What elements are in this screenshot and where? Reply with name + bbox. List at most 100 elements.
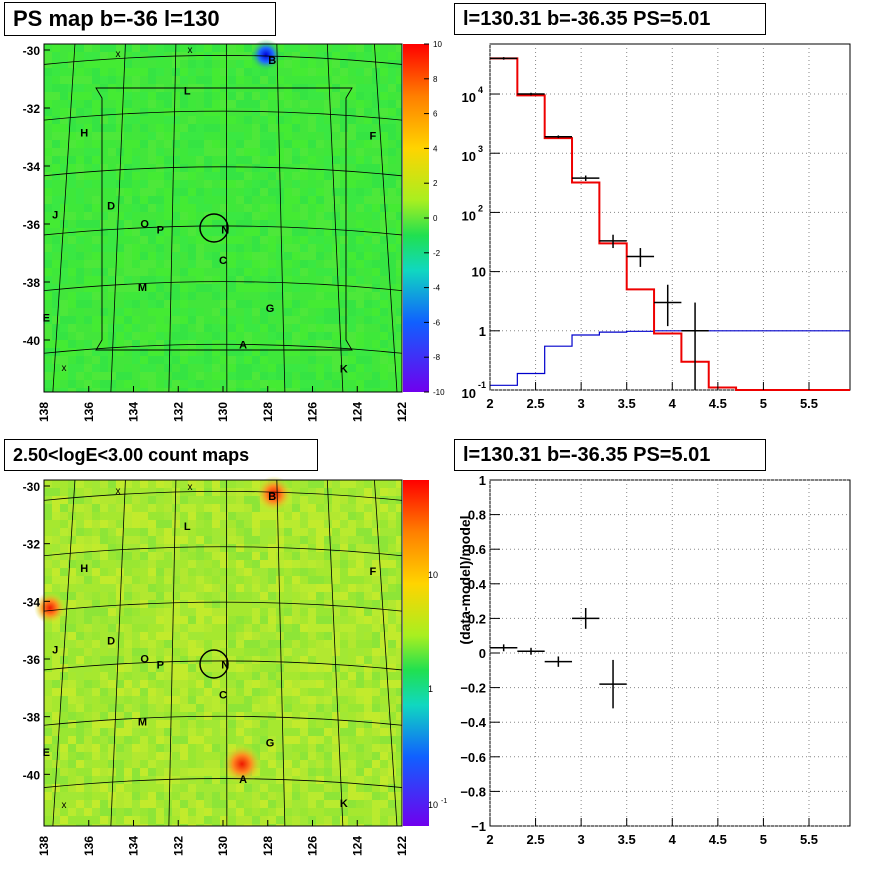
map-pixel — [300, 92, 308, 100]
x-tick-label: 134 — [127, 836, 141, 856]
map-pixel — [244, 164, 252, 172]
map-pixel — [388, 760, 396, 768]
map-pixel — [180, 116, 188, 124]
map-pixel — [188, 132, 196, 140]
map-pixel — [348, 640, 356, 648]
map-pixel — [396, 124, 402, 132]
map-pixel — [380, 164, 388, 172]
map-pixel — [164, 284, 172, 292]
map-pixel — [212, 172, 220, 180]
map-pixel — [92, 616, 100, 624]
map-pixel — [260, 720, 268, 728]
map-pixel — [316, 664, 324, 672]
map-pixel — [204, 600, 212, 608]
map-pixel — [132, 156, 140, 164]
map-pixel — [92, 316, 100, 324]
map-pixel — [164, 44, 172, 52]
map-pixel — [84, 124, 92, 132]
map-pixel — [316, 244, 324, 252]
map-pixel — [316, 292, 324, 300]
map-pixel — [380, 744, 388, 752]
map-pixel — [380, 616, 388, 624]
map-pixel — [316, 260, 324, 268]
x-tick-label: 3.5 — [618, 396, 636, 411]
map-pixel — [116, 792, 124, 800]
map-pixel — [332, 308, 340, 316]
ps-map-axes: 138 136 134 132 130 128 126 124 122-30-32-34-36-… — [23, 44, 409, 422]
y-tick-label: -36 — [23, 218, 41, 232]
map-pixel — [156, 372, 164, 380]
map-pixel — [252, 116, 260, 124]
map-pixel — [276, 116, 284, 124]
map-pixel — [380, 364, 388, 372]
map-pixel — [116, 656, 124, 664]
map-pixel — [372, 816, 380, 824]
map-pixel — [292, 268, 300, 276]
map-pixel — [180, 720, 188, 728]
map-pixel — [172, 356, 180, 364]
map-pixel — [212, 52, 220, 60]
map-pixel — [356, 568, 364, 576]
map-pixel — [188, 824, 196, 826]
map-pixel — [380, 800, 388, 808]
map-pixel — [140, 388, 148, 392]
map-pixel — [172, 760, 180, 768]
map-pixel — [132, 784, 140, 792]
colorbar-tick-label: -6 — [433, 318, 441, 327]
map-pixel — [332, 528, 340, 536]
map-pixel — [292, 172, 300, 180]
map-pixel — [268, 664, 276, 672]
map-pixel — [52, 568, 60, 576]
map-pixel — [260, 544, 268, 552]
map-pixel — [52, 84, 60, 92]
map-pixel — [188, 356, 196, 364]
map-pixel — [260, 552, 268, 560]
map-pixel — [84, 140, 92, 148]
map-pixel — [116, 324, 124, 332]
map-pixel — [84, 284, 92, 292]
map-pixel — [340, 316, 348, 324]
map-pixel — [196, 632, 204, 640]
residual-axes: 2 2.5 3 3.5 4 4.5 5 5.510.80.60.40.20−0.2−0.4−0… — [457, 473, 818, 847]
map-pixel — [84, 76, 92, 84]
map-pixel — [268, 340, 276, 348]
map-pixel — [252, 156, 260, 164]
map-pixel — [284, 188, 292, 196]
map-pixel — [164, 528, 172, 536]
map-pixel — [236, 816, 244, 824]
map-pixel — [148, 712, 156, 720]
y-tick-label: 0.8 — [468, 508, 486, 523]
map-pixel — [180, 308, 188, 316]
map-pixel — [388, 784, 396, 792]
map-pixel — [196, 68, 204, 76]
map-pixel — [388, 552, 396, 560]
map-pixel — [172, 704, 180, 712]
map-pixel — [180, 736, 188, 744]
map-pixel — [388, 212, 396, 220]
map-pixel — [348, 672, 356, 680]
map-pixel — [164, 268, 172, 276]
map-pixel — [252, 132, 260, 140]
map-pixel — [388, 244, 396, 252]
map-pixel — [356, 140, 364, 148]
map-pixel — [52, 68, 60, 76]
map-pixel — [348, 608, 356, 616]
map-pixel — [132, 552, 140, 560]
map-pixel — [148, 584, 156, 592]
map-pixel — [236, 808, 244, 816]
map-pixel — [180, 260, 188, 268]
map-pixel — [68, 568, 76, 576]
map-pixel — [156, 388, 164, 392]
map-pixel — [220, 212, 228, 220]
map-pixel — [212, 60, 220, 68]
map-pixel — [116, 672, 124, 680]
map-pixel — [316, 44, 324, 52]
map-pixel — [172, 736, 180, 744]
bottom-right-title-text: l=130.31 b=-36.35 PS=5.01 — [463, 443, 711, 466]
map-pixel — [268, 712, 276, 720]
map-pixel — [188, 140, 196, 148]
map-pixel — [292, 356, 300, 364]
map-pixel — [132, 356, 140, 364]
map-pixel — [364, 172, 372, 180]
map-pixel — [60, 204, 68, 212]
